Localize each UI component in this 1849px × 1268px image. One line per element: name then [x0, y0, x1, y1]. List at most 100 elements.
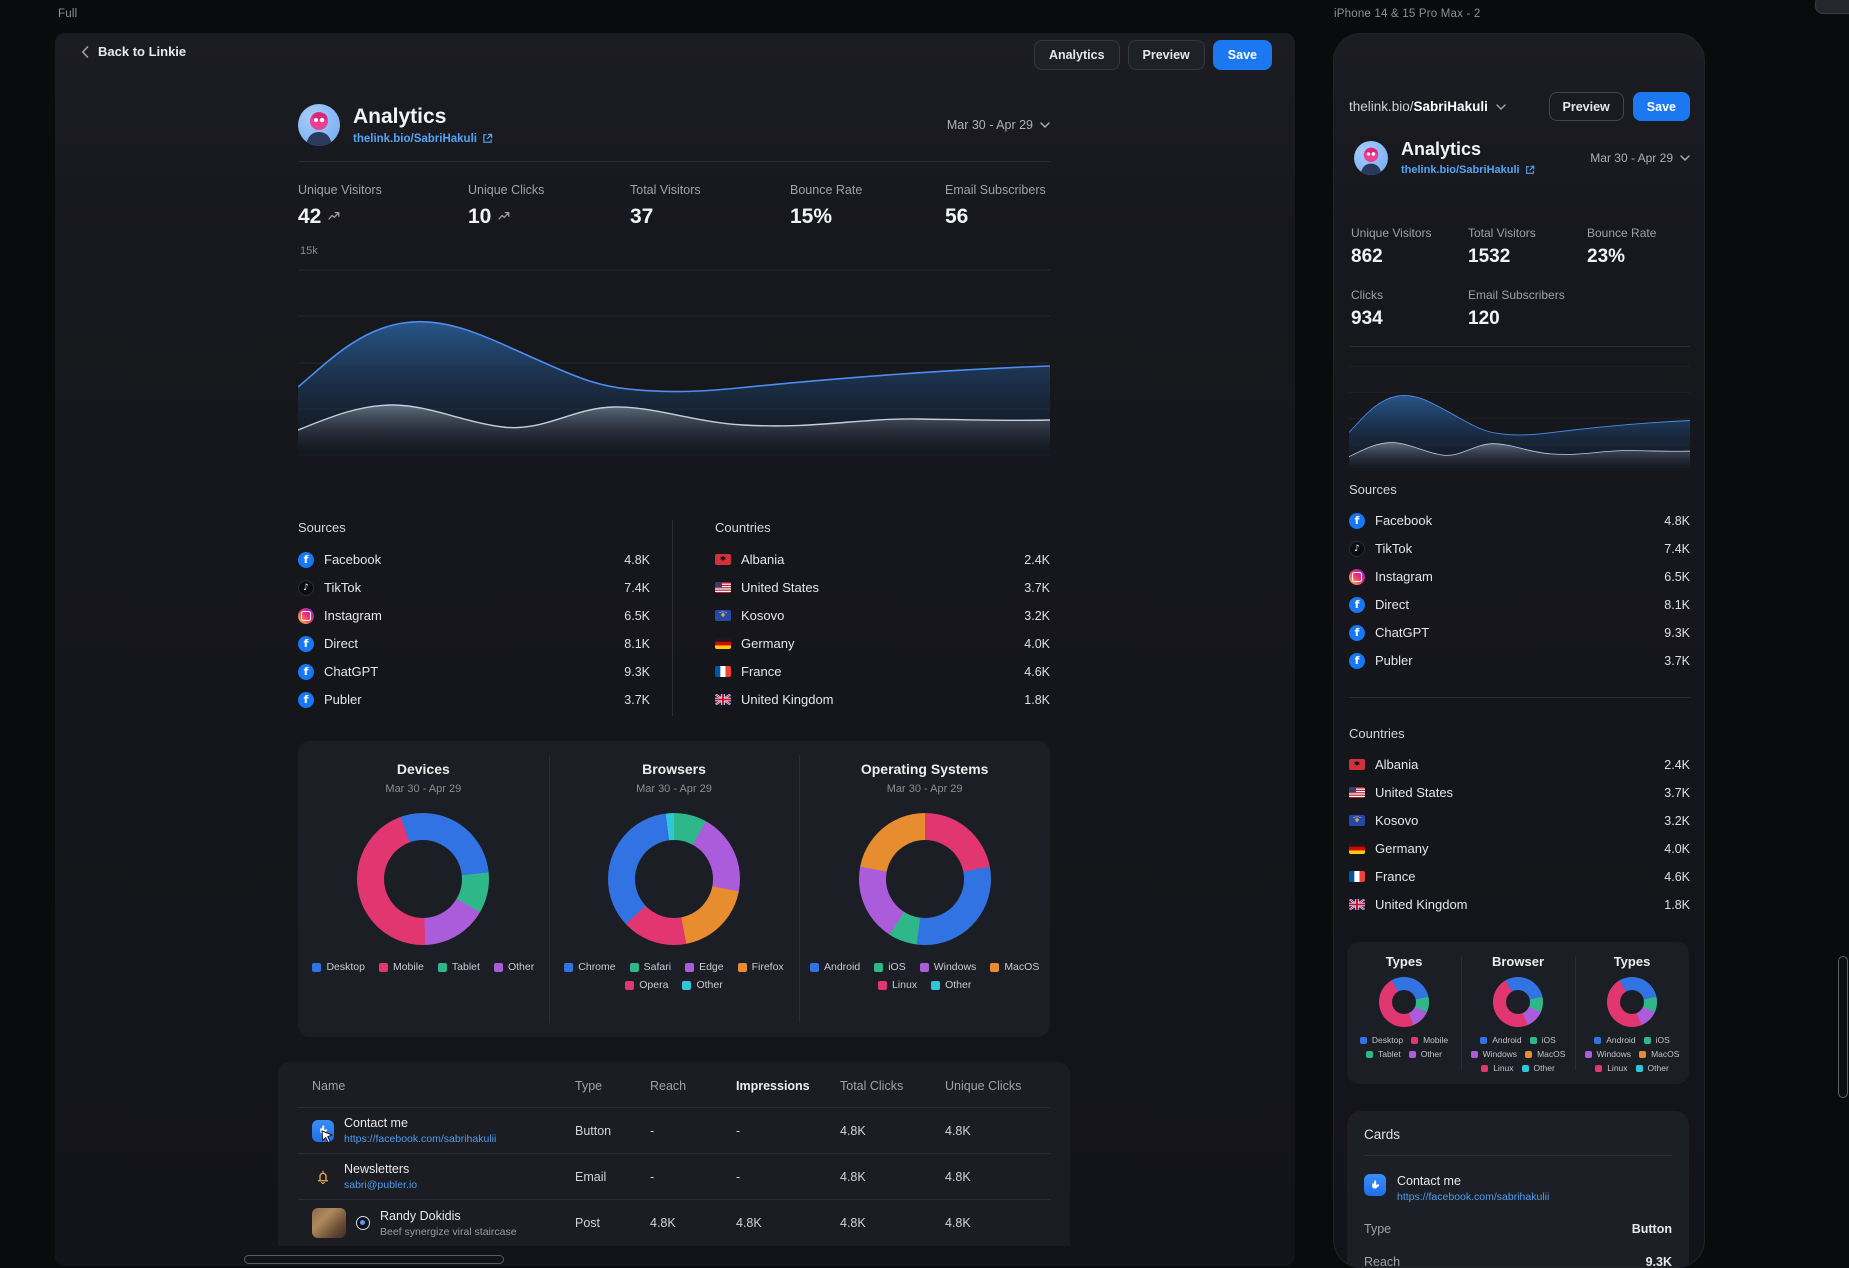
frame-label-iphone[interactable]: iPhone 14 & 15 Pro Max - 2: [1334, 8, 1481, 20]
sources-title: Sources: [298, 520, 346, 535]
source-row: f Direct 8.1K: [1349, 596, 1690, 613]
date-range-selector[interactable]: Mar 30 - Apr 29: [1590, 151, 1690, 165]
source-row: f ChatGPT 9.3K: [1349, 624, 1690, 641]
desktop-toolbar: Analytics Preview Save: [1033, 40, 1272, 70]
source-name: TikTok: [1375, 541, 1413, 556]
divider: [298, 1107, 1050, 1108]
profile-url-dropdown[interactable]: thelink.bio/SabriHakuli: [1349, 99, 1506, 114]
card-field-row: Type Button: [1364, 1222, 1672, 1236]
date-range-selector[interactable]: Mar 30 - Apr 29: [947, 118, 1050, 132]
cell-type: Email: [575, 1169, 607, 1184]
cell-type: Button: [575, 1123, 612, 1138]
save-button[interactable]: Save: [1632, 92, 1690, 121]
source-name: TikTok: [324, 580, 362, 595]
sources-list: Sources f Facebook 4.8K ♪ TikTok 7.4K Instagra…: [298, 520, 650, 708]
card-item[interactable]: Contact me https://facebook.com/sabrihak…: [1364, 1174, 1672, 1203]
preview-button[interactable]: Preview: [1548, 92, 1624, 121]
country-value: 2.4K: [1664, 757, 1690, 772]
legend-item: iOS: [1643, 1035, 1670, 1045]
divider: [298, 1199, 1050, 1200]
donut-chart: [1379, 977, 1429, 1027]
facebook-icon: f: [1349, 624, 1365, 641]
analytics-tab-button[interactable]: Analytics: [1033, 40, 1120, 70]
source-name: Direct: [324, 636, 358, 651]
donut-title: Devices: [396, 761, 450, 777]
source-value: 7.4K: [1664, 541, 1690, 556]
facebook-icon: f: [298, 635, 314, 652]
profile-avatar: [1354, 140, 1388, 175]
stat-label: Unique Visitors: [298, 183, 382, 197]
stat-value: 15%: [790, 205, 833, 228]
legend-item: Mobile: [1411, 1035, 1448, 1045]
country-value: 4.0K: [1024, 636, 1050, 651]
country-row: Albania 2.4K: [715, 551, 1050, 568]
divider: [298, 1153, 1050, 1154]
table-row[interactable]: Newsletters sabri@publer.io Email - -4.8K 4.…: [298, 1154, 1050, 1199]
row-sublink[interactable]: sabri@publer.io: [344, 1179, 418, 1191]
mobile-frame: thelink.bio/SabriHakuli Preview Save Ana…: [1333, 33, 1705, 1268]
url-prefix: thelink.bio/: [1349, 99, 1414, 114]
column-header-impressions[interactable]: Impressions: [736, 1079, 810, 1093]
frame-label-full[interactable]: Full: [58, 8, 78, 20]
stat-label: Email Subscribers: [1468, 288, 1565, 302]
country-row: Kosovo 3.2K: [1349, 812, 1690, 829]
legend-item: Linux: [1595, 1063, 1628, 1073]
table-row[interactable]: Contact me https://facebook.com/sabrihak…: [298, 1108, 1050, 1153]
stat-value: 862: [1351, 246, 1383, 267]
stat-total-visitors: Total Visitors 1532: [1468, 226, 1587, 268]
stat-label: Unique Visitors: [1351, 226, 1432, 240]
analytics-header: Analytics thelink.bio/SabriHakuli Mar 30…: [298, 95, 1050, 155]
save-button[interactable]: Save: [1212, 40, 1272, 70]
back-label: Back to Linkie: [98, 44, 187, 59]
preview-button[interactable]: Preview: [1127, 40, 1205, 70]
donut-legend: Desktop Mobile Tablet Other: [312, 961, 534, 973]
donut-operating-systems: Operating Systems Mar 30 - Apr 29 Android i…: [799, 741, 1050, 1037]
column-header-unique-clicks[interactable]: Unique Clicks: [945, 1079, 1022, 1093]
us-flag-icon: [715, 582, 731, 593]
legend-item: Windows: [1584, 1049, 1631, 1059]
country-name: Kosovo: [1375, 813, 1419, 828]
donut-legend: Android iOS Windows MacOS Linux Other: [799, 961, 1050, 991]
country-name: Albania: [741, 552, 785, 567]
field-value: Button: [1631, 1222, 1672, 1236]
back-to-linkie-button[interactable]: Back to Linkie: [81, 44, 186, 59]
stat-label: Bounce Rate: [1587, 226, 1657, 240]
source-value: 6.5K: [624, 608, 650, 623]
facebook-icon: f: [1349, 596, 1365, 613]
row-sublink[interactable]: Beef synergize viral staircase: [380, 1225, 517, 1238]
contact-button-icon: [1364, 1174, 1386, 1196]
profile-url-link[interactable]: thelink.bio/SabriHakuli: [1401, 164, 1535, 176]
row-sublink[interactable]: https://facebook.com/sabrihakulii: [344, 1133, 497, 1145]
country-value: 4.6K: [1024, 664, 1050, 679]
donut-charts-card: Types Desktop Mobile Tablet Other Browser Andr…: [1347, 942, 1689, 1084]
column-header-total-clicks[interactable]: Total Clicks: [840, 1079, 904, 1093]
xk-flag-icon: [715, 610, 731, 621]
column-header-type[interactable]: Type: [575, 1079, 603, 1093]
row-name: Contact me: [344, 1116, 408, 1130]
external-link-icon: [1525, 165, 1534, 174]
legend-item: Tablet: [1366, 1049, 1401, 1059]
source-name: Publer: [324, 692, 362, 707]
facebook-icon: f: [1349, 652, 1365, 669]
card-sublink[interactable]: https://facebook.com/sabrihakulii: [1397, 1191, 1550, 1203]
al-flag-icon: [715, 554, 731, 565]
profile-url-link[interactable]: thelink.bio/SabriHakuli: [353, 133, 493, 145]
stat-unique-visitors: Unique Visitors 42: [298, 183, 468, 229]
vertical-scrollbar[interactable]: [1838, 956, 1848, 1098]
horizontal-scrollbar[interactable]: [244, 1255, 504, 1264]
column-header-name[interactable]: Name: [312, 1079, 346, 1093]
page-title: Analytics: [353, 105, 447, 129]
name-cell: Contact me https://facebook.com/sabrihak…: [298, 1116, 575, 1145]
column-header-reach[interactable]: Reach: [650, 1079, 687, 1093]
table-row[interactable]: Randy Dokidis Beef synergize viral stair…: [298, 1200, 1050, 1246]
country-row: United Kingdom 1.8K: [1349, 896, 1690, 913]
cell-total-clicks: 4.8K: [840, 1216, 866, 1230]
tiktok-icon: ♪: [1349, 540, 1365, 557]
legend-item: Other: [1408, 1049, 1442, 1059]
country-value: 3.2K: [1024, 608, 1050, 623]
donut-subtitle: Mar 30 - Apr 29: [886, 783, 963, 795]
donut-title: Browser: [1491, 954, 1545, 969]
donut-subtitle: Mar 30 - Apr 29: [385, 783, 462, 795]
cell-unique-clicks: 4.8K: [945, 1169, 971, 1184]
cell-total-clicks: 4.8K: [840, 1123, 866, 1138]
